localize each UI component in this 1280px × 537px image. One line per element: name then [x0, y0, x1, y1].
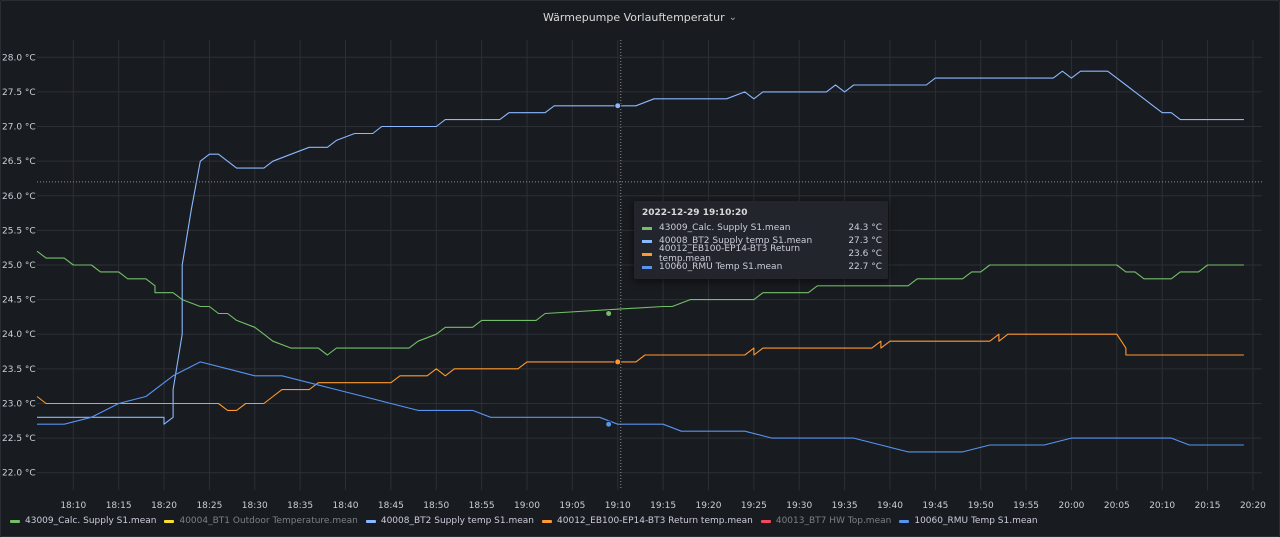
legend-label: 10060_RMU Temp S1.mean — [914, 516, 1038, 526]
hover-marker — [614, 358, 622, 366]
x-tick-label: 19:40 — [877, 501, 903, 511]
x-tick-label: 18:15 — [106, 501, 132, 511]
tooltip-swatch — [642, 265, 652, 269]
x-tick-label: 18:40 — [333, 501, 359, 511]
tooltip-time: 2022-12-29 19:10:20 — [642, 208, 748, 218]
x-tick-label: 19:10 — [605, 501, 631, 511]
x-tick-label: 18:55 — [469, 501, 495, 511]
panel-header: Wärmepumpe Vorlauftemperatur ⌄ — [1, 1, 1279, 33]
x-tick-label: 19:05 — [559, 501, 585, 511]
tooltip-row: 40012_EB100-EP14-BT3 Return temp.mean 23… — [642, 244, 882, 264]
tooltip-series-name: 40008_BT2 Supply temp S1.mean — [659, 236, 813, 246]
tooltip-series-value: 24.3 °C — [848, 223, 882, 233]
tooltip-row: 43009_Calc. Supply S1.mean 24.3 °C — [642, 222, 882, 234]
panel-title[interactable]: Wärmepumpe Vorlauftemperatur — [542, 10, 725, 24]
x-tick-label: 18:30 — [242, 501, 268, 511]
series-line — [37, 70, 1244, 425]
x-tick-label: 19:20 — [696, 501, 722, 511]
x-tick-label: 19:25 — [741, 501, 767, 511]
x-tick-label: 19:45 — [922, 501, 948, 511]
legend-item[interactable]: 43009_Calc. Supply S1.mean — [10, 516, 156, 526]
series-line — [36, 333, 1244, 411]
x-tick-label: 19:30 — [786, 501, 812, 511]
series-line — [37, 361, 1244, 453]
x-tick-label: 19:35 — [832, 501, 858, 511]
legend-label: 40008_BT2 Supply temp S1.mean — [380, 516, 535, 526]
series-line — [36, 250, 1244, 356]
legend-swatch — [760, 519, 771, 523]
tooltip-row: 40008_BT2 Supply temp S1.mean 27.3 °C — [642, 235, 882, 247]
x-tick-label: 18:45 — [378, 501, 404, 511]
tooltip-series-name: 43009_Calc. Supply S1.mean — [659, 223, 791, 233]
x-tick-label: 20:15 — [1195, 501, 1221, 511]
legend-item[interactable]: 40004_BT1 Outdoor Temperature.mean — [164, 516, 358, 526]
x-tick-label: 18:50 — [423, 501, 449, 511]
tooltip-series-value: 23.6 °C — [848, 249, 882, 259]
tooltip-series-name: 40012_EB100-EP14-BT3 Return temp.mean — [659, 244, 801, 264]
legend-label: 40012_EB100-EP14-BT3 Return temp.mean — [557, 516, 753, 526]
y-tick-label: 22.0 °C — [2, 469, 36, 479]
hover-marker — [605, 309, 613, 317]
y-tick-label: 23.0 °C — [2, 399, 36, 409]
x-tick-label: 20:10 — [1149, 501, 1175, 511]
chart-legend: 43009_Calc. Supply S1.mean 40004_BT1 Out… — [10, 514, 1046, 528]
tooltip-series-value: 22.7 °C — [848, 262, 882, 272]
y-tick-label: 25.0 °C — [2, 261, 36, 271]
y-tick-label: 27.5 °C — [2, 88, 36, 98]
y-tick-label: 24.0 °C — [2, 330, 36, 340]
y-tick-label: 28.0 °C — [2, 53, 36, 63]
x-tick-label: 18:25 — [196, 501, 222, 511]
tooltip-row: 10060_RMU Temp S1.mean 22.7 °C — [642, 261, 882, 273]
x-tick-label: 18:10 — [60, 501, 86, 511]
x-tick-label: 19:50 — [968, 501, 994, 511]
legend-item[interactable]: 40012_EB100-EP14-BT3 Return temp.mean — [542, 516, 753, 526]
x-tick-label: 19:15 — [650, 501, 676, 511]
x-tick-label: 19:00 — [514, 501, 540, 511]
legend-swatch — [542, 519, 553, 523]
y-tick-label: 24.5 °C — [2, 296, 36, 306]
legend-swatch — [10, 519, 20, 523]
hover-marker — [605, 420, 613, 428]
x-tick-label: 20:05 — [1104, 501, 1130, 511]
legend-item[interactable]: 40008_BT2 Supply temp S1.mean — [365, 516, 535, 526]
hover-tooltip: 2022-12-29 19:10:20 43009_Calc. Supply S… — [634, 201, 888, 279]
tooltip-swatch — [642, 226, 652, 230]
y-tick-label: 25.5 °C — [2, 226, 36, 236]
x-tick-label: 18:35 — [287, 501, 313, 511]
y-tick-label: 27.0 °C — [2, 123, 36, 133]
y-tick-label: 26.0 °C — [2, 192, 36, 202]
y-tick-label: 23.5 °C — [2, 365, 36, 375]
tooltip-swatch — [642, 239, 652, 243]
tooltip-swatch — [642, 252, 652, 256]
legend-label: 43009_Calc. Supply S1.mean — [25, 516, 157, 526]
x-tick-label: 18:20 — [151, 501, 177, 511]
hover-marker — [614, 102, 622, 110]
y-tick-label: 26.5 °C — [2, 157, 36, 167]
tooltip-series-value: 27.3 °C — [848, 236, 882, 246]
legend-label: 40004_BT1 Outdoor Temperature.mean — [179, 516, 358, 526]
legend-swatch — [365, 519, 376, 523]
legend-label: 40013_BT7 HW Top.mean — [775, 516, 892, 526]
x-tick-label: 20:00 — [1058, 501, 1084, 511]
legend-swatch — [164, 519, 175, 523]
y-tick-label: 22.5 °C — [2, 434, 36, 444]
legend-item[interactable]: 10060_RMU Temp S1.mean — [899, 516, 1038, 526]
x-tick-label: 20:20 — [1240, 501, 1266, 511]
legend-swatch — [899, 519, 910, 523]
x-tick-label: 19:55 — [1013, 501, 1039, 511]
tooltip-series-name: 10060_RMU Temp S1.mean — [659, 262, 783, 272]
chevron-down-icon[interactable]: ⌄ — [728, 11, 738, 23]
legend-item[interactable]: 40013_BT7 HW Top.mean — [760, 516, 892, 526]
